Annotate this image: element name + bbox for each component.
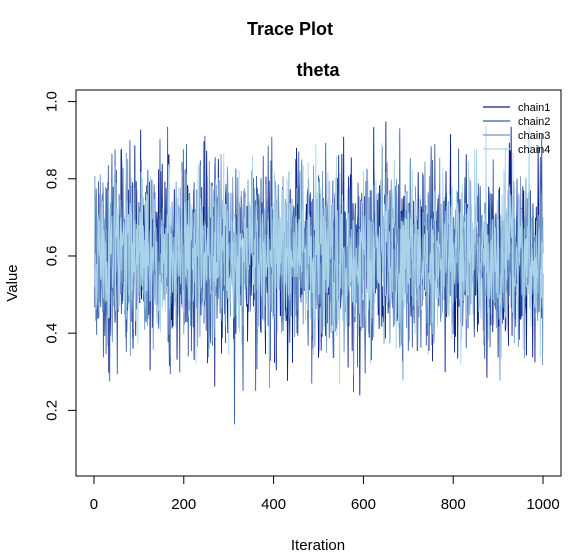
series-layer [93, 121, 544, 425]
chart-title: Trace Plot [247, 19, 333, 39]
x-tick-label: 600 [351, 496, 376, 513]
y-tick-label: 0.2 [44, 400, 61, 421]
x-tick-label: 400 [261, 496, 286, 513]
legend-label-chain4: chain4 [518, 144, 550, 156]
legend-label-chain2: chain2 [518, 116, 550, 128]
legend-label-chain1: chain1 [518, 102, 550, 114]
y-tick-label: 0.6 [44, 246, 61, 267]
legend: chain1 chain2 chain3 chain4 [483, 102, 550, 156]
x-tick-label: 800 [441, 496, 466, 513]
x-tick-label: 1000 [526, 496, 559, 513]
y-axis-label: Value [4, 264, 21, 301]
x-tick-label: 200 [171, 496, 196, 513]
y-axis: 0.2 0.4 0.6 0.8 1.0 [44, 91, 77, 421]
chart-subtitle: theta [296, 60, 340, 80]
x-axis: 0 200 400 600 800 1000 [90, 475, 560, 513]
x-axis-label: Iteration [291, 537, 345, 553]
legend-label-chain3: chain3 [518, 130, 550, 142]
y-tick-label: 0.4 [44, 323, 61, 344]
x-tick-label: 0 [90, 496, 98, 513]
series-line-chain4 [93, 125, 544, 385]
y-tick-label: 1.0 [44, 91, 61, 112]
y-tick-label: 0.8 [44, 168, 61, 189]
